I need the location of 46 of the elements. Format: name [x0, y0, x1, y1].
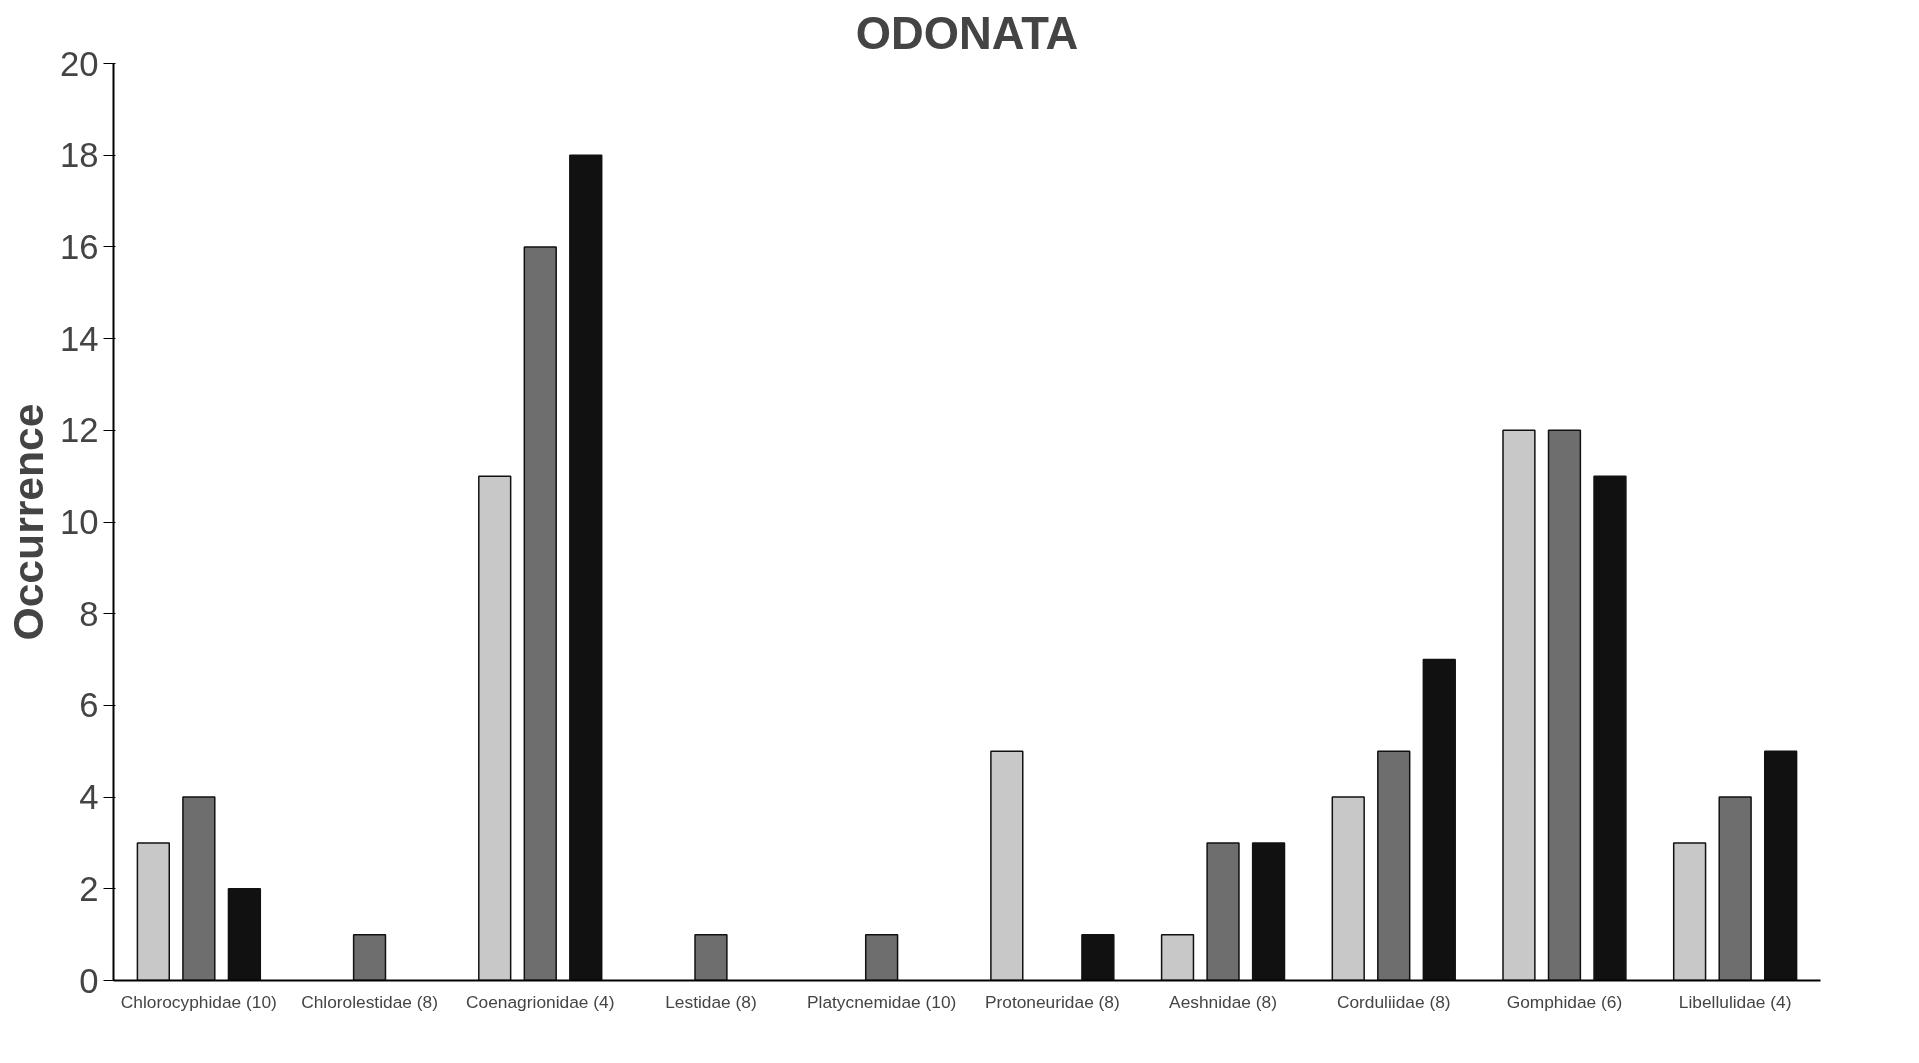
y-tick-label: 0: [79, 961, 99, 1000]
x-tick-label: Gomphidae (6): [1506, 991, 1623, 1012]
bar: [182, 796, 216, 981]
bar: [864, 933, 899, 981]
x-tick-label: Chlorocyphidae (10): [120, 991, 277, 1012]
y-tick-label: 6: [79, 686, 99, 725]
bar: [1547, 429, 1582, 981]
bar: [1206, 842, 1240, 981]
bar: [1251, 842, 1286, 981]
bar: [478, 475, 512, 981]
x-tick-label: Lestidae (8): [665, 991, 757, 1012]
y-tick-label: 2: [79, 869, 99, 908]
bar: [990, 750, 1024, 981]
bar: [1502, 429, 1536, 981]
y-axis-title: Occurrence: [3, 403, 52, 641]
bar: [569, 154, 603, 981]
x-tick-label: Protoneuridae (8): [984, 991, 1120, 1012]
x-tick-label: Chlorolestidae (8): [301, 991, 438, 1012]
bar: [352, 933, 387, 981]
x-tick-label: Coenagrionidae (4): [466, 991, 615, 1012]
y-tick-label: 18: [59, 136, 99, 175]
x-tick-label: Platycnemidae (10): [807, 991, 957, 1012]
bar: [1331, 796, 1365, 981]
bar: [1081, 933, 1115, 981]
chart-title: ODONATA: [855, 7, 1079, 59]
bar: [1718, 796, 1752, 981]
x-tick-label: Aeshnidae (8): [1169, 991, 1277, 1012]
y-tick-label: 10: [59, 503, 99, 541]
y-tick-label: 12: [59, 411, 99, 450]
y-tick-label: 14: [59, 319, 99, 358]
y-tick-label: 8: [79, 594, 99, 633]
y-tick-label: 20: [59, 44, 99, 83]
bar: [1593, 475, 1627, 981]
bar: [1160, 933, 1195, 981]
x-tick-label: Libellulidae (4): [1678, 991, 1792, 1012]
bar: [1422, 658, 1456, 981]
bar: [523, 246, 557, 981]
x-tick-label: Corduliidae (8): [1336, 991, 1451, 1012]
y-tick-label: 4: [79, 778, 99, 817]
bar: [1672, 842, 1707, 981]
bar: [1763, 750, 1798, 981]
bar: [1377, 750, 1411, 981]
bar: [694, 933, 728, 981]
y-tick-label: 16: [59, 227, 99, 266]
bar: [136, 842, 171, 981]
bar: [227, 888, 262, 981]
